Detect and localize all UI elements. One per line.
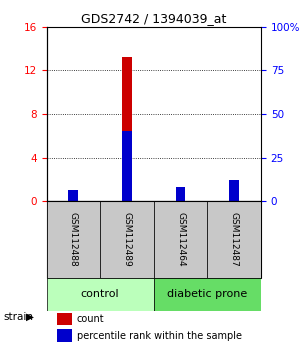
Bar bbox=[230, 179, 239, 201]
Bar bbox=[57, 329, 72, 342]
Bar bbox=[46, 278, 154, 310]
Bar bbox=[57, 313, 72, 325]
Text: diabetic prone: diabetic prone bbox=[167, 289, 247, 299]
Text: strain: strain bbox=[3, 312, 33, 322]
Text: GSM112489: GSM112489 bbox=[122, 212, 131, 267]
Text: GSM112464: GSM112464 bbox=[176, 212, 185, 267]
Bar bbox=[46, 201, 100, 278]
Text: percentile rank within the sample: percentile rank within the sample bbox=[76, 331, 242, 341]
Title: GDS2742 / 1394039_at: GDS2742 / 1394039_at bbox=[81, 12, 226, 25]
Text: ▶: ▶ bbox=[26, 312, 34, 322]
Bar bbox=[154, 278, 261, 310]
Text: GSM112488: GSM112488 bbox=[69, 212, 78, 267]
Text: control: control bbox=[81, 289, 119, 299]
Bar bbox=[154, 201, 207, 278]
Bar bbox=[176, 194, 185, 201]
Bar bbox=[207, 201, 261, 278]
Bar bbox=[100, 201, 154, 278]
Text: count: count bbox=[76, 314, 104, 324]
Bar bbox=[122, 57, 132, 201]
Bar bbox=[230, 193, 239, 201]
Bar bbox=[122, 131, 132, 201]
Bar bbox=[68, 190, 78, 201]
Bar bbox=[176, 187, 185, 201]
Text: GSM112487: GSM112487 bbox=[230, 212, 239, 267]
